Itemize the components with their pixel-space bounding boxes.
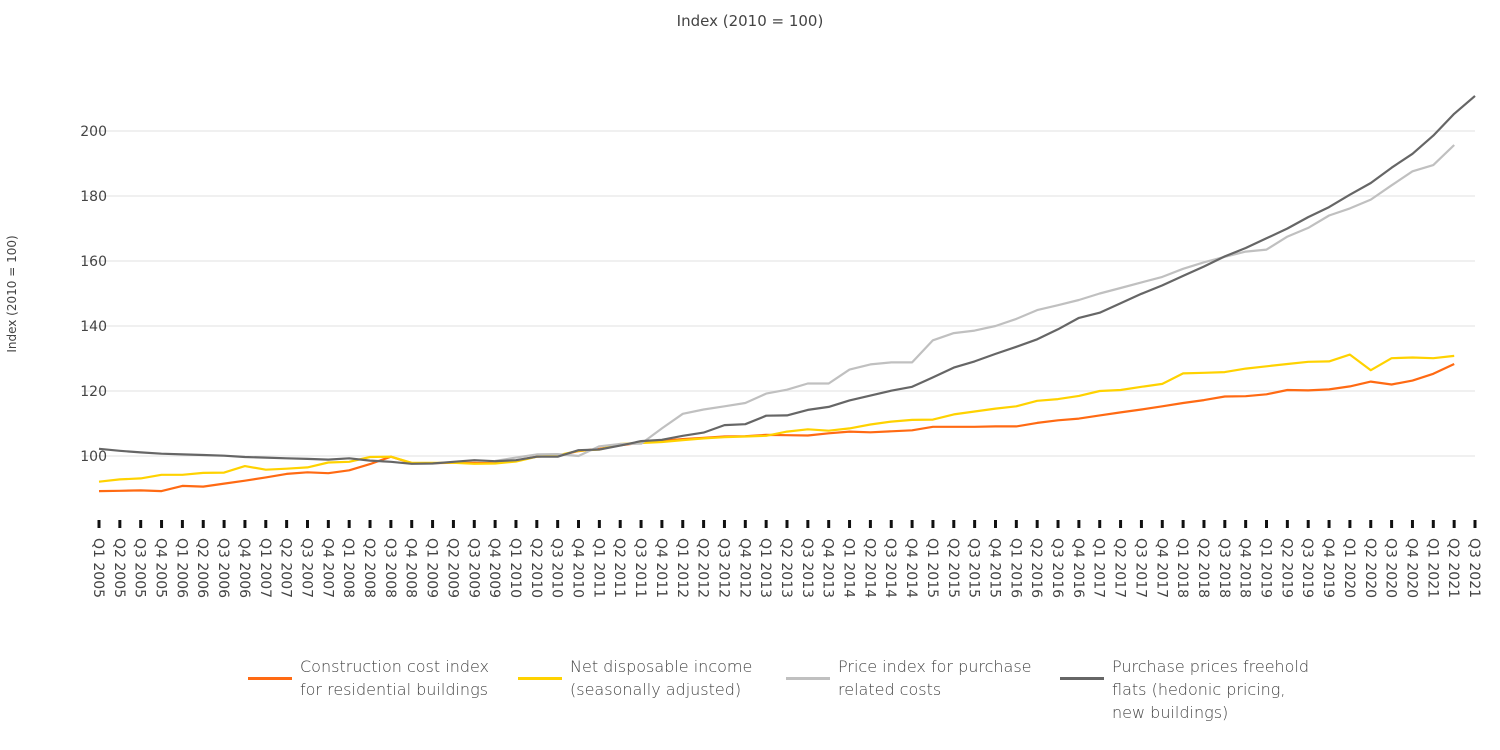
- x-tick-label: Q3 2007: [298, 538, 314, 598]
- x-tick-label: Q2 2011: [611, 538, 627, 598]
- y-axis-label: Index (2010 = 100): [5, 235, 19, 352]
- x-tick-label: Q3 2020: [1383, 538, 1399, 598]
- x-tick-label: Q1 2012: [674, 538, 690, 598]
- x-tick-label: Q4 2020: [1403, 538, 1419, 598]
- x-tick-label: Q3 2016: [1049, 538, 1065, 598]
- series-line-0: [98, 363, 1455, 493]
- series-line-2: [494, 144, 1455, 462]
- x-tick-label: Q1 2019: [1258, 538, 1274, 598]
- x-tick-label: Q3 2018: [1216, 538, 1232, 598]
- x-tick-label: Q3 2011: [632, 538, 648, 598]
- x-tick-label: Q4 2014: [903, 538, 919, 598]
- x-tick-label: Q4 2012: [736, 538, 752, 598]
- x-tick-label: Q2 2013: [778, 538, 794, 598]
- x-tick-label: Q1 2011: [590, 538, 606, 598]
- x-tick-label: Q1 2015: [924, 538, 940, 598]
- y-tick-label: 200: [80, 124, 107, 140]
- legend: Construction cost index for residential …: [0, 655, 1500, 745]
- x-tick-label: Q2 2010: [528, 538, 544, 598]
- x-tick-label: Q3 2015: [966, 538, 982, 598]
- x-tick-label: Q3 2017: [1132, 538, 1148, 598]
- x-tick-label: Q3 2012: [715, 538, 731, 598]
- x-tick-label: Q2 2017: [1112, 538, 1128, 598]
- x-tick-label: Q3 2005: [132, 538, 148, 598]
- x-tick-label: Q4 2017: [1153, 538, 1169, 598]
- x-tick-label: Q2 2021: [1445, 538, 1461, 598]
- x-tick-label: Q1 2014: [841, 538, 857, 598]
- x-tick-label: Q4 2016: [1070, 538, 1086, 598]
- legend-item: Price index for purchase related costs: [786, 655, 1032, 701]
- x-tick-label: Q4 2010: [570, 538, 586, 598]
- x-tick-label: Q3 2019: [1299, 538, 1315, 598]
- x-tick-label: Q2 2014: [861, 538, 877, 598]
- legend-item: Purchase prices freehold flats (hedonic …: [1060, 655, 1309, 724]
- x-tick-label: Q4 2019: [1320, 538, 1336, 598]
- x-tick-label: Q3 2013: [799, 538, 815, 598]
- x-tick-label: Q4 2008: [403, 538, 419, 598]
- x-tick-label: Q1 2007: [257, 538, 273, 598]
- series-line-3: [98, 95, 1476, 465]
- x-tick-label: Q4 2013: [820, 538, 836, 598]
- x-tick-label: Q2 2005: [111, 538, 127, 598]
- chart-title: Index (2010 = 100): [677, 12, 824, 30]
- legend-swatch: [786, 677, 830, 680]
- x-tick-label: Q1 2010: [507, 538, 523, 598]
- x-tick-label: Q2 2012: [695, 538, 711, 598]
- x-tick-label: Q2 2019: [1278, 538, 1294, 598]
- x-tick-label: Q3 2006: [215, 538, 231, 598]
- x-tick-label: Q1 2018: [1174, 538, 1190, 598]
- y-tick-label: 120: [80, 384, 107, 400]
- x-tick-label: Q2 2007: [278, 538, 294, 598]
- series-line-1: [98, 353, 1455, 483]
- legend-item: Net disposable income (seasonally adjust…: [518, 655, 752, 701]
- x-tick-label: Q3 2008: [382, 538, 398, 598]
- legend-label: Net disposable income (seasonally adjust…: [570, 657, 753, 699]
- legend-swatch: [1060, 677, 1104, 680]
- legend-label: Purchase prices freehold flats (hedonic …: [1112, 657, 1310, 722]
- legend-swatch: [518, 677, 562, 680]
- y-tick-label: 140: [80, 319, 107, 335]
- legend-item: Construction cost index for residential …: [248, 655, 489, 701]
- x-tick-label: Q4 2018: [1237, 538, 1253, 598]
- x-tick-label: Q3 2009: [465, 538, 481, 598]
- y-tick-label: 160: [80, 254, 107, 270]
- x-tick-label: Q2 2009: [444, 538, 460, 598]
- x-tick-label: Q2 2018: [1195, 538, 1211, 598]
- x-tick-label: Q4 2015: [986, 538, 1002, 598]
- x-tick-label: Q1 2021: [1424, 538, 1440, 598]
- legend-swatch: [248, 677, 292, 680]
- x-tick-label: Q4 2011: [653, 538, 669, 598]
- x-tick-label: Q1 2009: [424, 538, 440, 598]
- x-tick-label: Q2 2006: [194, 538, 210, 598]
- x-tick-label: Q2 2020: [1362, 538, 1378, 598]
- x-tick-label: Q1 2020: [1341, 538, 1357, 598]
- x-tick-label: Q1 2017: [1091, 538, 1107, 598]
- x-tick-label: Q2 2016: [1028, 538, 1044, 598]
- y-tick-label: 180: [80, 189, 107, 205]
- legend-label: Construction cost index for residential …: [300, 657, 490, 699]
- x-tick-label: Q1 2013: [757, 538, 773, 598]
- x-tick-label: Q1 2005: [90, 538, 106, 598]
- x-tick-label: Q1 2016: [1007, 538, 1023, 598]
- x-tick-label: Q3 2021: [1466, 538, 1482, 598]
- x-tick-label: Q2 2015: [945, 538, 961, 598]
- x-tick-label: Q1 2008: [340, 538, 356, 598]
- line-chart: Index (2010 = 100) Index (2010 = 100) 10…: [5, 12, 1482, 598]
- x-tick-label: Q1 2006: [173, 538, 189, 598]
- legend-label: Price index for purchase related costs: [838, 657, 1032, 699]
- x-tick-label: Q4 2005: [153, 538, 169, 598]
- x-tick-label: Q4 2006: [236, 538, 252, 598]
- x-tick-label: Q2 2008: [361, 538, 377, 598]
- x-tick-label: Q3 2010: [549, 538, 565, 598]
- x-tick-label: Q4 2007: [319, 538, 335, 598]
- x-tick-label: Q4 2009: [486, 538, 502, 598]
- y-tick-label: 100: [80, 449, 107, 465]
- x-tick-label: Q3 2014: [882, 538, 898, 598]
